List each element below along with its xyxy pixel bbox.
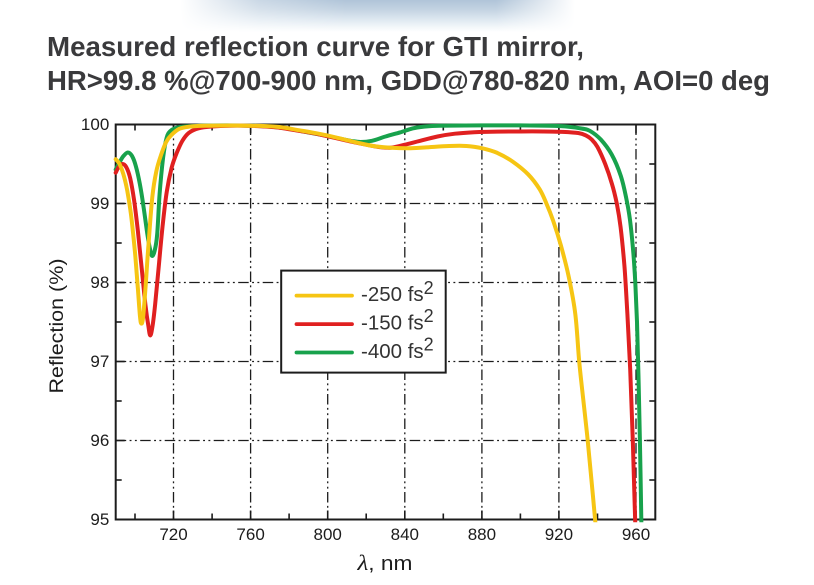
svg-text:840: 840 <box>391 525 419 544</box>
svg-text:Measured reflection curve for: Measured reflection curve for GTI mirror… <box>47 31 584 62</box>
svg-text:920: 920 <box>545 525 573 544</box>
svg-text:Reflection (%): Reflection (%) <box>46 259 68 394</box>
svg-text:HR>99.8 %@700-900 nm, GDD@780-: HR>99.8 %@700-900 nm, GDD@780-820 nm, AO… <box>47 65 770 96</box>
svg-text:96: 96 <box>90 431 109 450</box>
svg-text:720: 720 <box>159 525 187 544</box>
svg-text:95: 95 <box>90 510 109 529</box>
svg-text:960: 960 <box>622 525 650 544</box>
svg-text:99: 99 <box>90 194 109 213</box>
svg-text:97: 97 <box>90 352 109 371</box>
svg-text:760: 760 <box>236 525 264 544</box>
svg-text:-400 fs2: -400 fs2 <box>361 335 434 363</box>
svg-text:880: 880 <box>468 525 496 544</box>
svg-text:100: 100 <box>81 115 109 134</box>
svg-text:-250 fs2: -250 fs2 <box>361 278 434 306</box>
svg-text:-150 fs2: -150 fs2 <box>361 306 434 334</box>
svg-text:λ, nm: λ, nm <box>356 550 412 575</box>
svg-text:800: 800 <box>314 525 342 544</box>
svg-text:98: 98 <box>90 273 109 292</box>
